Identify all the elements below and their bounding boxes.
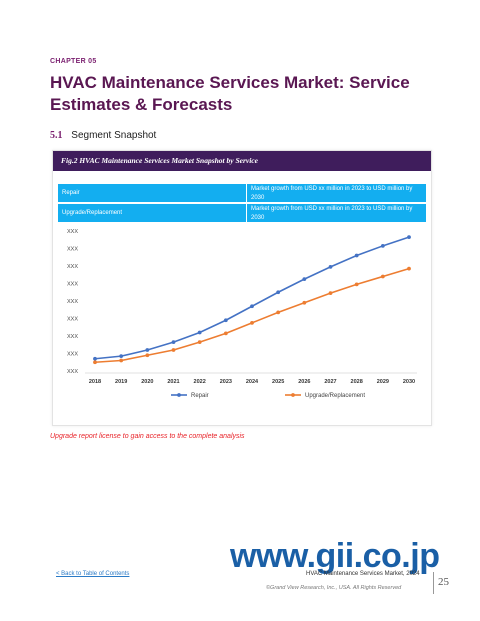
x-tick-label: 2024	[246, 379, 259, 385]
data-point	[171, 340, 176, 345]
segment-description: Market growth from USD xx million in 202…	[251, 186, 413, 201]
data-point	[223, 318, 228, 323]
data-point	[119, 354, 124, 359]
series-line-upgrade	[94, 267, 410, 364]
data-point	[145, 353, 150, 358]
data-point	[328, 264, 333, 269]
upgrade-note: Upgrade report license to gain access to…	[50, 433, 245, 440]
segment-row-repair: Repair Market growth from USD xx million…	[58, 184, 426, 202]
figure-card: Fig.2 HVAC Maintenance Services Market S…	[52, 150, 432, 426]
y-tick-label: XXX	[67, 229, 78, 235]
x-tick-label: 2030	[403, 379, 415, 385]
page-number: 25	[438, 576, 449, 588]
data-point	[354, 282, 359, 287]
x-tick-label: 2026	[298, 379, 310, 385]
footer-divider	[433, 572, 434, 594]
data-point	[250, 320, 254, 325]
data-point	[197, 330, 202, 335]
data-point	[407, 266, 411, 271]
x-tick-label: 2025	[272, 379, 284, 385]
y-tick-label: XXX	[67, 369, 78, 375]
data-point	[119, 358, 124, 363]
x-tick-label: 2027	[324, 379, 336, 385]
data-point	[302, 277, 307, 282]
y-tick-label: XXX	[67, 299, 78, 305]
data-point	[223, 331, 228, 336]
x-tick-label: 2020	[141, 379, 153, 385]
x-tick-label: 2018	[89, 379, 101, 385]
section-heading: 5.1 Segment Snapshot	[50, 130, 156, 141]
watermark: www.gii.co.jp	[230, 537, 440, 575]
y-tick-label: XXX	[67, 334, 78, 340]
data-point	[407, 235, 411, 240]
data-point	[197, 340, 202, 345]
footer-report-title: HVAC Maintenance Services Market, 2024	[306, 571, 420, 577]
segment-row-upgrade: Upgrade/Replacement Market growth from U…	[58, 204, 426, 222]
data-point	[93, 356, 97, 361]
y-tick-label: XXX	[67, 264, 78, 270]
data-point	[93, 360, 97, 365]
data-point	[380, 243, 385, 248]
y-tick-label: XXX	[67, 317, 78, 323]
x-tick-label: 2023	[220, 379, 232, 385]
x-tick-label: 2022	[194, 379, 206, 385]
data-point	[250, 304, 254, 309]
market-line-chart: XXX XXX XXX XXX XXX XXX XXX XXX XXX 2018 2019 2020 2…	[67, 229, 417, 399]
segment-name: Upgrade/Replacement	[58, 204, 247, 222]
data-point	[328, 291, 333, 296]
figure-caption: Fig.2 HVAC Maintenance Services Market S…	[53, 151, 431, 171]
y-tick-label: XXX	[67, 247, 78, 253]
x-tick-label: 2019	[115, 379, 127, 385]
data-point	[380, 274, 385, 279]
x-tick-label: 2028	[351, 379, 363, 385]
y-tick-label: XXX	[67, 352, 78, 358]
y-tick-label: XXX	[67, 282, 78, 288]
data-point	[354, 253, 359, 258]
data-point	[276, 290, 281, 295]
copyright: ©Grand View Research, Inc., USA. All Rig…	[266, 585, 402, 591]
x-tick-label: 2021	[167, 379, 179, 385]
data-point	[276, 310, 281, 315]
page-title: HVAC Maintenance Services Market: Servic…	[50, 73, 410, 114]
legend-marker	[291, 393, 295, 397]
chapter-label: CHAPTER 05	[50, 58, 97, 65]
segment-description: Market growth from USD xx million in 202…	[251, 206, 413, 221]
legend-marker	[177, 393, 181, 397]
series-line-repair	[94, 236, 410, 360]
data-point	[145, 348, 150, 352]
section-number: 5.1	[50, 130, 63, 141]
data-point	[302, 300, 307, 305]
legend-label: Upgrade/Replacement	[305, 393, 365, 399]
x-tick-label: 2029	[377, 379, 389, 385]
legend-label: Repair	[191, 393, 209, 399]
section-title: Segment Snapshot	[71, 130, 157, 141]
data-point	[171, 348, 176, 352]
back-to-toc-link[interactable]: < Back to Table of Contents	[56, 571, 130, 577]
segment-name: Repair	[58, 184, 247, 202]
